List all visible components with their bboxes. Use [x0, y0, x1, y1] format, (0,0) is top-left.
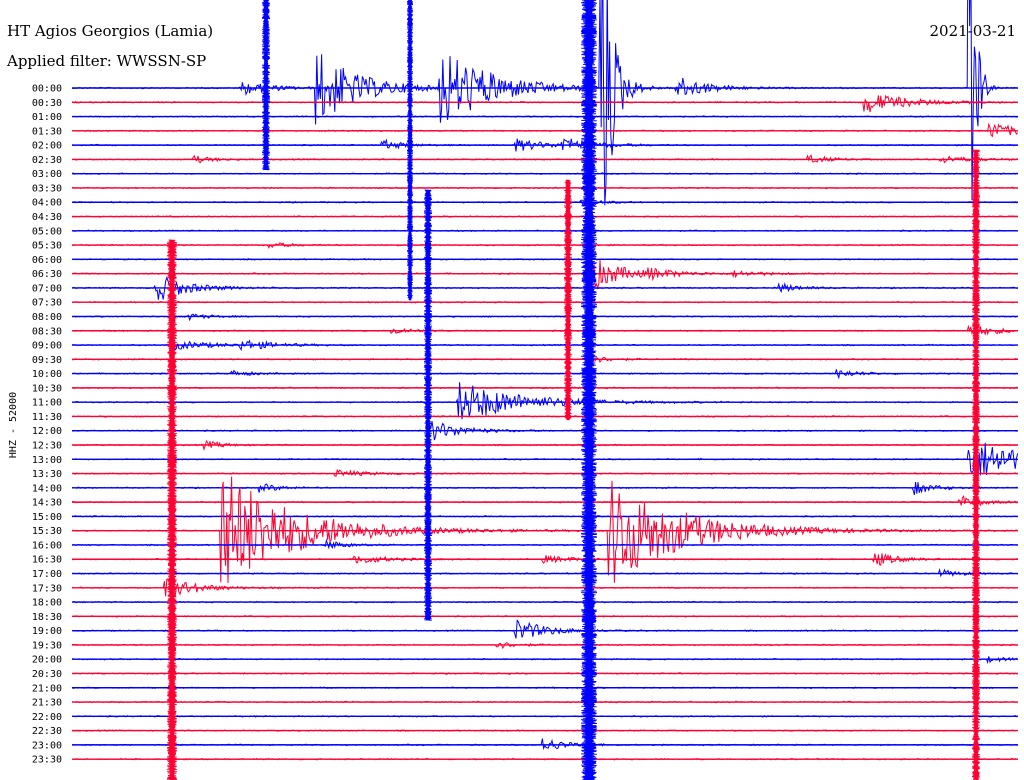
row-time-label: 22:00: [32, 712, 62, 723]
large-event-band: [423, 189, 433, 621]
trace-row: [71, 538, 1018, 550]
row-time-label: 00:00: [32, 84, 62, 95]
row-time-label: 08:30: [32, 326, 62, 337]
row-time-label: 07:00: [32, 283, 62, 294]
row-time-label: 19:00: [32, 626, 62, 637]
row-time-label: 19:30: [32, 640, 62, 651]
large-event-band: [166, 239, 178, 780]
trace-row: [71, 276, 1018, 300]
row-time-label: 11:00: [32, 398, 62, 409]
row-time-label: 14:30: [32, 498, 62, 509]
row-time-label: 05:30: [32, 241, 62, 252]
large-event-band: [580, 0, 598, 780]
row-time-label: 21:30: [32, 698, 62, 709]
seismic-traces: [71, 0, 1019, 780]
row-time-label: 08:00: [32, 312, 62, 323]
row-time-label: 18:30: [32, 612, 62, 623]
row-time-label: 17:30: [32, 583, 62, 594]
row-time-label: 01:30: [32, 126, 62, 137]
row-time-label: 02:00: [32, 141, 62, 152]
row-time-label: 00:30: [32, 98, 62, 109]
row-time-label: 04:30: [32, 212, 62, 223]
trace-row: [71, 442, 1019, 478]
date-label: 2021-03-21: [930, 22, 1016, 40]
row-time-label: 03:00: [32, 169, 62, 180]
row-time-label: 03:30: [32, 183, 62, 194]
trace-row: [71, 738, 1018, 751]
row-time-label: 10:30: [32, 383, 62, 394]
row-time-label: 06:30: [32, 269, 62, 280]
row-time-label: 09:30: [32, 355, 62, 366]
row-time-label: 02:30: [32, 155, 62, 166]
row-time-label: 20:30: [32, 669, 62, 680]
row-time-label: 20:00: [32, 655, 62, 666]
row-time-label: 13:30: [32, 469, 62, 480]
row-time-labels: 00:00 00:30 01:00 01:30 02:00 02:30 03:00 03:30…: [32, 84, 62, 766]
row-time-label: 14:00: [32, 483, 62, 494]
row-time-label: 16:30: [32, 555, 62, 566]
row-time-label: 17:00: [32, 569, 62, 580]
row-time-label: 15:30: [32, 526, 62, 537]
row-time-label: 16:00: [32, 540, 62, 551]
row-time-label: 10:00: [32, 369, 62, 380]
station-title: HT Agios Georgios (Lamia): [7, 22, 213, 40]
row-time-label: 23:30: [32, 755, 62, 766]
large-event-band: [406, 0, 414, 301]
row-time-label: 05:00: [32, 226, 62, 237]
row-time-label: 15:00: [32, 512, 62, 523]
row-time-label: 04:00: [32, 198, 62, 209]
row-time-label: 21:00: [32, 683, 62, 694]
row-time-label: 12:00: [32, 426, 62, 437]
large-event-band: [563, 179, 573, 421]
large-event-band: [971, 149, 981, 780]
large-event-band: [261, 0, 271, 171]
trace-row: [71, 476, 1018, 584]
row-time-label: 13:00: [32, 455, 62, 466]
row-time-label: 09:00: [32, 341, 62, 352]
row-time-label: 12:30: [32, 441, 62, 452]
row-time-label: 01:00: [32, 112, 62, 123]
trace-row: [71, 94, 1018, 113]
row-time-label: 06:00: [32, 255, 62, 266]
row-time-label: 07:30: [32, 298, 62, 309]
row-time-label: 11:30: [32, 412, 62, 423]
filter-label: Applied filter: WWSSN-SP: [6, 52, 206, 70]
row-time-label: 22:30: [32, 726, 62, 737]
y-axis-label: HHZ - 52000: [8, 392, 19, 458]
trace-row: [71, 495, 1018, 507]
row-time-label: 23:00: [32, 740, 62, 751]
row-time-label: 18:00: [32, 598, 62, 609]
trace-row: [71, 619, 1018, 639]
